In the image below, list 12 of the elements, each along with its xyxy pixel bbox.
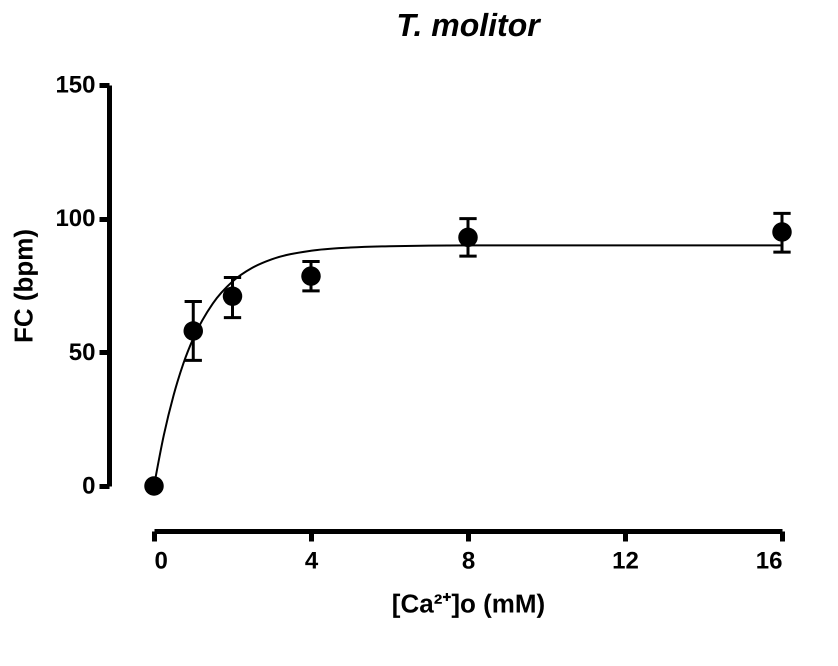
x-tick-label: 8 xyxy=(462,548,476,574)
x-axis-title: [Ca²⁺]o (mM) xyxy=(392,588,546,618)
y-tick-label: 100 xyxy=(55,205,96,232)
chart-title: T. molitor xyxy=(396,7,542,43)
x-tick-label: 12 xyxy=(612,548,639,574)
x-tick-label: 16 xyxy=(756,548,782,574)
x-tick-label: 0 xyxy=(154,548,168,574)
y-tick-label: 150 xyxy=(55,72,96,98)
x-tick-label: 4 xyxy=(304,548,319,574)
y-tick-label: 0 xyxy=(82,472,96,500)
y-axis-title: FC (bpm) xyxy=(8,228,38,344)
y-tick-label: 50 xyxy=(68,338,96,366)
